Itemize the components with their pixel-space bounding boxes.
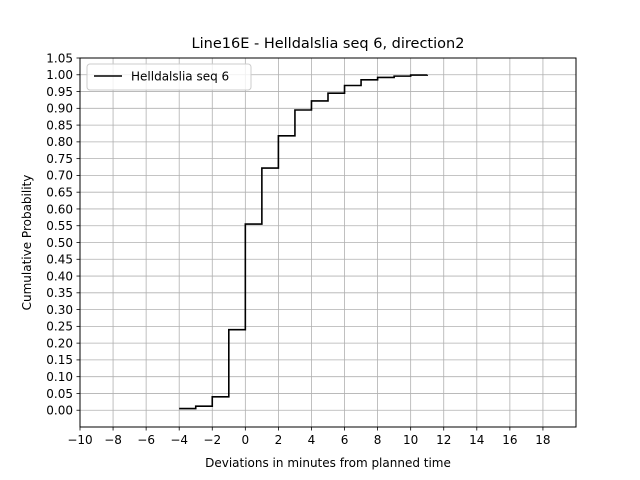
y-tick-label: 0.15: [46, 353, 73, 367]
y-axis-label: Cumulative Probability: [20, 175, 34, 311]
y-tick-label: 1.05: [46, 51, 73, 65]
y-tick-label: 0.80: [46, 135, 73, 149]
x-tick-label: −8: [104, 433, 122, 447]
x-tick-label: 6: [341, 433, 349, 447]
y-tick-label: 0.05: [46, 387, 73, 401]
x-tick-label: 4: [308, 433, 316, 447]
x-tick-label: −6: [137, 433, 155, 447]
y-tick-label: 0.60: [46, 202, 73, 216]
legend-entry-label: Helldalslia seq 6: [131, 70, 229, 84]
x-tick-label: 2: [275, 433, 283, 447]
x-tick-label: 10: [403, 433, 418, 447]
grid-lines: [79, 57, 576, 427]
chart-title: Line16E - Helldalslia seq 6, direction2: [192, 36, 465, 52]
x-axis-ticks: −10 −8 −6 −4 −2 0 2 4 6 8 10 12 14 16 18: [67, 427, 551, 447]
x-tick-label: 14: [469, 433, 484, 447]
y-tick-label: 0.25: [46, 320, 73, 334]
x-tick-label: −10: [67, 433, 92, 447]
y-tick-label: 1.00: [46, 68, 73, 82]
y-tick-label: 0.85: [46, 118, 73, 132]
y-tick-label: 0.35: [46, 286, 73, 300]
y-tick-label: 0.00: [46, 404, 73, 418]
x-axis-label: Deviations in minutes from planned time: [205, 456, 451, 470]
y-tick-label: 0.55: [46, 219, 73, 233]
legend: Helldalslia seq 6: [86, 63, 252, 91]
legend-box: [86, 63, 252, 91]
y-tick-label: 0.90: [46, 102, 73, 116]
y-tick-label: 0.45: [46, 253, 73, 267]
y-tick-label: 0.65: [46, 185, 73, 199]
y-tick-label: 0.95: [46, 85, 73, 99]
y-tick-label: 0.70: [46, 169, 73, 183]
series-layer: [179, 74, 428, 410]
y-tick-label: 0.10: [46, 370, 73, 384]
y-tick-label: 0.30: [46, 303, 73, 317]
y-tick-label: 0.50: [46, 236, 73, 250]
y-tick-label: 0.75: [46, 152, 73, 166]
x-tick-label: 18: [535, 433, 550, 447]
x-tick-label: −2: [203, 433, 221, 447]
y-axis-ticks: 0.00 0.05 0.10 0.15 0.20 0.25 0.30 0.35 0.40 0.45…: [46, 51, 80, 418]
x-tick-label: 16: [502, 433, 517, 447]
x-tick-label: 12: [436, 433, 451, 447]
x-tick-label: −4: [170, 433, 188, 447]
x-tick-label: 8: [374, 433, 382, 447]
x-tick-label: 0: [242, 433, 250, 447]
y-tick-label: 0.20: [46, 336, 73, 350]
y-tick-label: 0.40: [46, 269, 73, 283]
series-step-line: [179, 74, 428, 410]
